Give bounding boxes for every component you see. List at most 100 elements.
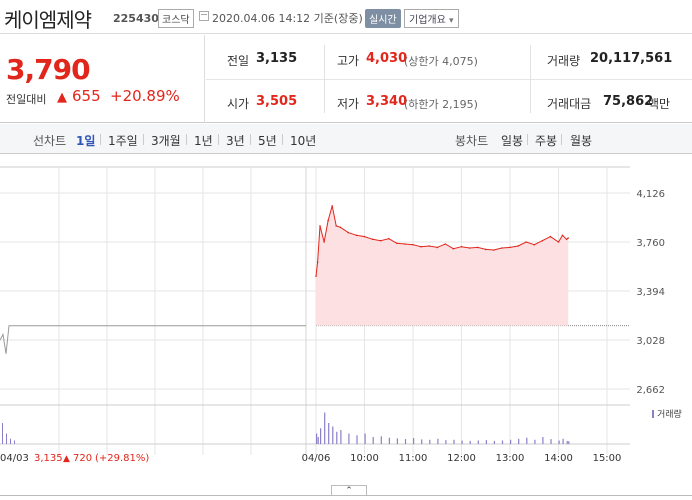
x-tick-label: 15:00 <box>593 453 622 464</box>
column-divider <box>324 45 325 113</box>
price-point <box>493 249 495 251</box>
x-tick-label: 11:00 <box>399 453 428 464</box>
tab-weekly-candle[interactable]: 주봉 <box>535 134 558 148</box>
tab-3m[interactable]: 3개월 <box>151 134 181 148</box>
volume-bar <box>320 428 322 445</box>
price-point <box>476 246 479 249</box>
quote-datetime: 2020.04.06 14:12 기준(장중) <box>212 12 363 25</box>
tab-separator <box>218 134 219 145</box>
price-point <box>371 238 374 241</box>
price-point <box>525 241 527 243</box>
tab-separator <box>527 134 528 145</box>
volume-bar <box>348 433 350 444</box>
price-point <box>541 239 544 242</box>
price-point <box>355 234 358 237</box>
price-point <box>428 245 431 247</box>
bottom-border <box>0 495 692 496</box>
prev-close-label: 전일 <box>227 54 250 68</box>
volume-bar <box>14 440 15 444</box>
volume-bar <box>510 439 512 444</box>
volume-bar <box>566 440 568 444</box>
high-label: 고가 <box>337 54 360 68</box>
tab-monthly-candle[interactable]: 월봉 <box>570 134 593 148</box>
price-point <box>565 238 568 241</box>
y-tick-label: 4,126 <box>636 189 665 200</box>
realtime-button[interactable]: 실시간 <box>365 9 401 28</box>
volume-bar <box>324 412 326 444</box>
tab-5y[interactable]: 5년 <box>258 134 277 148</box>
price-point <box>501 247 503 249</box>
price-point <box>315 275 317 277</box>
tab-separator <box>143 134 144 145</box>
tab-1y[interactable]: 1년 <box>194 134 213 148</box>
price-point <box>460 245 463 248</box>
price-point <box>319 225 321 227</box>
price-point <box>404 243 406 245</box>
lower-limit: (하한가 2,195) <box>404 98 478 111</box>
volume-bar <box>2 423 3 444</box>
low-value: 3,340 <box>366 94 408 109</box>
amount-unit: 백만 <box>648 97 671 111</box>
price-point <box>347 231 350 234</box>
tab-10y[interactable]: 10년 <box>290 134 317 148</box>
company-info-button[interactable]: 기업개요 ▾ <box>404 9 459 28</box>
price-point <box>468 247 471 249</box>
volume-bar <box>469 440 471 444</box>
stock-code: 225430 <box>113 12 159 25</box>
volume-bar <box>558 440 560 444</box>
volume-bar <box>461 440 463 444</box>
chevron-down-icon: ▾ <box>449 16 454 26</box>
volume-bar <box>477 440 479 444</box>
volume-bar <box>336 431 338 445</box>
collapse-chart-button[interactable]: ⌃ <box>331 485 367 496</box>
y-tick-label: 3,760 <box>636 238 665 249</box>
volume-value: 20,117,561 <box>590 51 673 66</box>
tab-1d[interactable]: 1일 <box>76 134 96 148</box>
price-point <box>436 246 439 249</box>
volume-legend-label: 거래량 <box>657 408 682 420</box>
intraday-price-chart[interactable]: 4,126 3,760 3,394 3,028 2,662 거래량 04/03 3,135 ▲ 7… <box>0 155 692 485</box>
chevron-up-icon: ⌃ <box>345 486 353 496</box>
volume-bar <box>396 438 398 444</box>
volume-bar <box>364 433 366 444</box>
tab-daily-candle[interactable]: 일봉 <box>501 134 524 148</box>
period-toolbar: 선차트 1일 1주일 3개월 1년 3년 5년 10년 봉차트 일봉 주봉 월봉 <box>0 124 692 154</box>
y-tick-label: 2,662 <box>636 385 665 396</box>
tab-separator <box>186 134 187 145</box>
change-percent: +20.89% <box>110 87 180 105</box>
volume-bar <box>372 437 374 444</box>
volume-bar <box>562 438 564 445</box>
volume-bar <box>317 437 319 444</box>
change-value: 655 <box>72 87 101 105</box>
change-label: 전일대비 <box>6 93 47 106</box>
x-tick-label: 13:00 <box>496 453 525 464</box>
tab-1w[interactable]: 1주일 <box>108 134 138 148</box>
tab-separator <box>100 134 101 145</box>
prev-day-line <box>0 325 306 354</box>
volume-bar <box>445 440 447 444</box>
volume-bar <box>6 433 7 444</box>
upper-limit: (상한가 4,075) <box>404 55 478 68</box>
volume-bar <box>10 438 11 444</box>
tab-separator <box>250 134 251 145</box>
volume-bar <box>542 437 544 444</box>
volume-legend-swatch <box>652 410 654 418</box>
row-divider <box>206 79 692 80</box>
stock-header: 케이엠제약 225430 코스닥 2020.04.06 14:12 기준(장중)… <box>0 0 692 34</box>
current-price-box: 3,790 전일대비 ▲ 655 +20.89% <box>0 35 205 123</box>
volume-bar <box>421 439 423 444</box>
volume-bar <box>493 440 495 444</box>
volume-bar <box>340 430 342 444</box>
prev-day-change-percent: (+29.81%) <box>95 453 149 464</box>
y-tick-label: 3,028 <box>636 336 665 347</box>
price-point <box>412 243 414 246</box>
open-label: 시가 <box>227 97 250 111</box>
price-point <box>485 248 487 251</box>
prev-close-value: 3,135 <box>256 51 298 66</box>
price-point <box>452 247 455 250</box>
line-chart-label: 선차트 <box>33 134 67 148</box>
x-tick-label: 14:00 <box>544 453 573 464</box>
price-point <box>363 235 366 238</box>
company-info-label: 기업개요 <box>409 15 446 26</box>
tab-3y[interactable]: 3년 <box>226 134 245 148</box>
